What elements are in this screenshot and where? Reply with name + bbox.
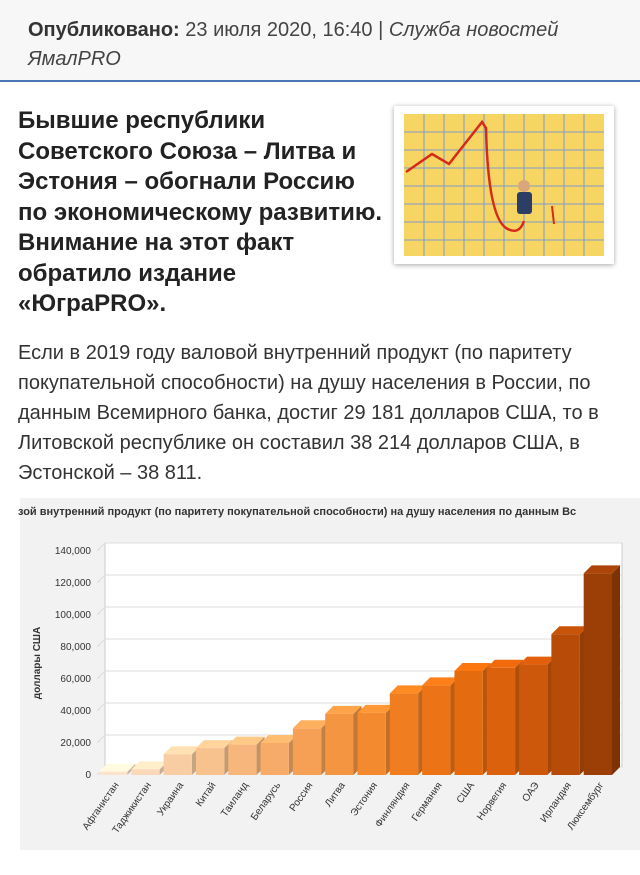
source[interactable]: Служба новостей ЯмалPRO — [28, 19, 559, 70]
grid-line — [96, 574, 622, 584]
bar-top — [551, 626, 588, 635]
bar — [551, 634, 580, 775]
article-paragraph: Если в 2019 году валовой внутренний прод… — [18, 342, 599, 484]
y-tick-label: 120,000 — [55, 578, 92, 589]
y-tick-label: 20,000 — [60, 738, 91, 749]
bar-top — [389, 685, 427, 694]
bar — [228, 744, 257, 775]
y-tick-label: 60,000 — [60, 674, 91, 685]
image-line-end — [551, 205, 555, 225]
bar — [519, 664, 548, 775]
bar — [99, 771, 128, 775]
publication-info: Опубликовано: 23 июля 2020, 16:40 | Служ… — [0, 0, 640, 82]
bar — [325, 713, 354, 775]
y-tick-label: 0 — [85, 770, 91, 781]
bar-side — [612, 565, 620, 775]
y-tick-label: 140,000 — [55, 546, 92, 557]
bar — [195, 748, 225, 775]
y-tick-label: 40,000 — [60, 706, 91, 717]
bar-top — [228, 736, 265, 745]
grid-line — [96, 638, 622, 648]
bar-top — [99, 763, 136, 772]
bar — [454, 671, 483, 775]
image-figure-head — [518, 180, 530, 192]
bar-top — [422, 677, 459, 686]
bar-top — [454, 663, 491, 671]
y-tick-label: 100,000 — [55, 610, 92, 621]
bar-top — [163, 746, 200, 755]
bar-top — [583, 565, 620, 574]
published-date: 23 июля 2020, 16:40 | — [185, 19, 384, 41]
bar — [131, 769, 160, 775]
chart-title: зой внутренний продукт (по паритету поку… — [18, 506, 576, 518]
bar — [583, 573, 612, 775]
bar — [486, 667, 516, 775]
bar-top — [357, 704, 394, 713]
bar — [260, 743, 289, 775]
bar-top — [325, 705, 362, 714]
y-tick-label: 80,000 — [60, 642, 91, 653]
image-grid — [404, 114, 604, 256]
bar — [422, 685, 451, 775]
y-axis-label: доллары США — [32, 627, 43, 699]
image-line — [405, 119, 526, 233]
chart: зой внутренний продукт (по паритету поку… — [18, 498, 640, 850]
grid-line — [96, 670, 622, 680]
bar — [389, 693, 419, 775]
bar-top — [292, 720, 330, 729]
bar-top — [195, 740, 233, 749]
bar — [163, 754, 192, 775]
article-image — [394, 106, 614, 264]
bar-top — [486, 659, 524, 668]
image-figure-body — [517, 192, 532, 214]
bar-top — [519, 656, 556, 665]
bar — [357, 712, 386, 775]
bar-top — [260, 735, 297, 743]
article-title: Бывшие республики Советского Союза – Лит… — [18, 107, 382, 317]
published-label: Опубликовано: — [28, 19, 180, 41]
bar-top — [131, 761, 168, 770]
bar — [292, 728, 322, 775]
grid-line — [96, 542, 622, 552]
grid-line — [96, 606, 622, 616]
